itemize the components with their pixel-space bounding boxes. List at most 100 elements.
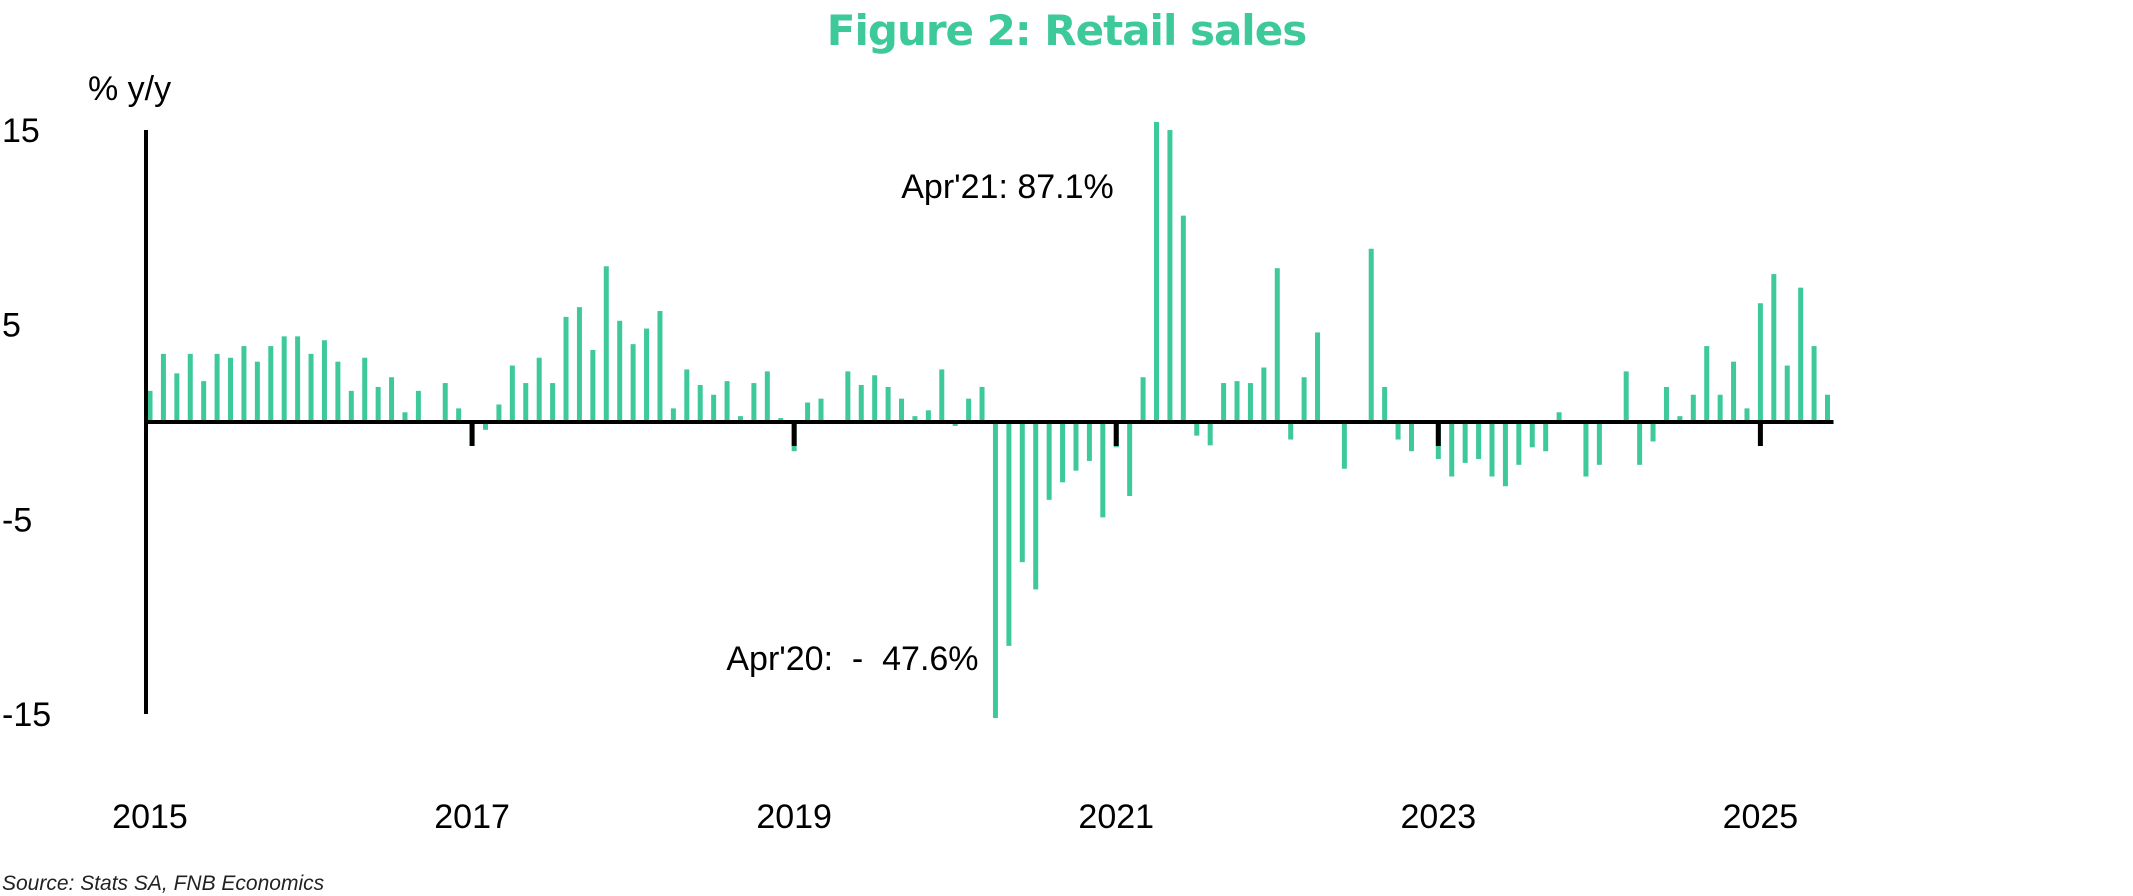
bar	[1690, 394, 1696, 422]
bar	[1006, 422, 1012, 646]
y-tick-label: -5	[2, 501, 32, 539]
bar	[1194, 422, 1200, 436]
bar	[1167, 130, 1173, 422]
bar	[1623, 371, 1629, 422]
x-tick-label: 2021	[1078, 798, 1154, 836]
bar	[160, 353, 166, 422]
bar	[281, 336, 287, 422]
bar	[1744, 408, 1750, 422]
bar	[228, 357, 234, 422]
bar	[348, 390, 354, 422]
bar	[1449, 422, 1455, 477]
bar	[496, 404, 502, 422]
bar	[630, 344, 636, 422]
bar	[617, 320, 623, 422]
x-tick-label: 2017	[434, 798, 510, 836]
bar	[1288, 422, 1294, 440]
bar	[563, 316, 569, 422]
bar	[644, 328, 650, 422]
bar	[321, 340, 327, 422]
bar	[1596, 422, 1602, 465]
bar	[1100, 422, 1106, 518]
bar	[939, 369, 945, 422]
bar	[845, 371, 851, 422]
bar	[925, 410, 931, 422]
bar	[1771, 274, 1777, 422]
bar	[550, 383, 556, 422]
bar	[1784, 365, 1790, 422]
bar	[523, 383, 529, 422]
bar	[1704, 346, 1710, 422]
bar	[1529, 422, 1535, 448]
bar	[1127, 422, 1133, 496]
bar	[295, 336, 301, 422]
bar	[1341, 422, 1347, 469]
bar	[1583, 422, 1589, 477]
bar	[1825, 394, 1830, 422]
bar	[1086, 422, 1092, 461]
bar	[1757, 303, 1763, 422]
bar	[590, 349, 596, 422]
bar	[1315, 332, 1321, 422]
bar	[362, 357, 368, 422]
y-tick-label: -15	[2, 696, 51, 734]
bar	[187, 353, 193, 422]
bar	[1556, 412, 1562, 422]
bar	[1502, 422, 1508, 487]
bar	[1408, 422, 1414, 452]
bar	[818, 398, 824, 422]
bar	[1650, 422, 1656, 442]
bar	[805, 402, 811, 422]
bar	[174, 373, 180, 422]
bar	[415, 390, 421, 422]
bar	[1154, 122, 1159, 422]
x-tick-label: 2015	[112, 798, 188, 836]
bar	[1663, 386, 1669, 422]
bar	[1207, 422, 1213, 446]
bar	[1811, 346, 1817, 422]
bar	[858, 385, 864, 422]
bar	[442, 383, 448, 422]
bar	[670, 408, 676, 422]
bar	[536, 357, 542, 422]
bar	[375, 386, 381, 422]
bar	[1516, 422, 1522, 465]
bar	[147, 390, 153, 422]
bar	[979, 386, 985, 422]
bar	[764, 371, 770, 422]
bar	[684, 369, 690, 422]
annotation-label: Apr'20: - 47.6%	[726, 640, 978, 678]
bar	[992, 422, 998, 718]
bar	[308, 353, 314, 422]
bar	[1462, 422, 1468, 463]
bar	[1247, 383, 1253, 422]
bar	[1368, 248, 1374, 422]
bar	[1301, 377, 1307, 422]
x-tick-label: 2023	[1400, 798, 1476, 836]
bar	[1731, 361, 1737, 422]
bar	[1033, 422, 1039, 590]
bar	[335, 361, 341, 422]
bar	[899, 398, 905, 422]
y-tick-label: 15	[2, 112, 40, 150]
bar	[1261, 367, 1267, 422]
bar	[1677, 416, 1683, 422]
bar	[1395, 422, 1401, 440]
bar	[1140, 377, 1146, 422]
bar	[402, 412, 408, 422]
bar	[1234, 381, 1240, 422]
bar	[241, 346, 247, 422]
bar	[509, 365, 515, 422]
bar	[268, 346, 274, 422]
bar	[1543, 422, 1549, 452]
bar	[483, 422, 488, 430]
bar	[1046, 422, 1052, 500]
bar	[456, 408, 462, 422]
bar	[603, 266, 609, 422]
source-note: Source: Stats SA, FNB Economics	[2, 872, 325, 895]
bar	[697, 385, 703, 422]
bar	[1717, 394, 1723, 422]
bar	[1476, 422, 1482, 459]
